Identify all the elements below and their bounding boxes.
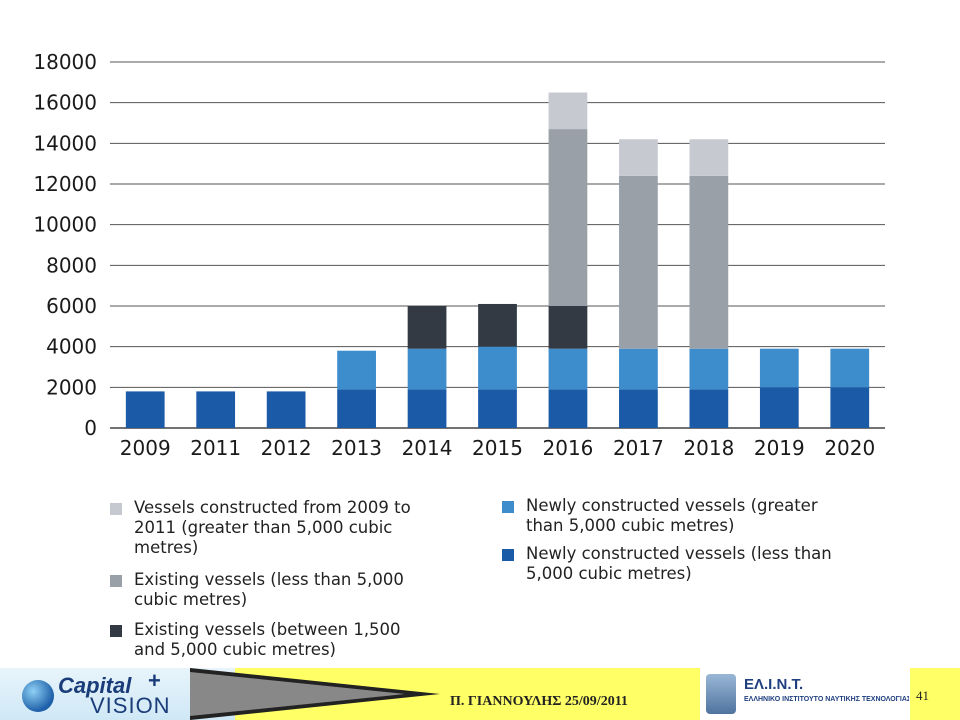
bar-segment [548,92,588,130]
bar-segment [689,139,729,176]
plus-icon: + [148,668,161,693]
x-tick-label: 2009 [120,436,171,460]
bar-segment [548,389,588,428]
legend-item-existing-small: Existing vessels (less than 5,000 cubic … [110,570,404,610]
legend-swatch [110,625,122,637]
bar-segment [548,306,588,349]
bar-segment [548,348,588,390]
bar-segment [619,139,658,176]
bar-segment [619,175,658,349]
institute-name: ΕΛΛΗΝΙΚΟ ΙΝΣΤΙΤΟΥΤΟ ΝΑΥΤΙΚΗΣ ΤΕΧΝΟΛΟΓΙΑΣ [744,696,909,703]
y-tick-label: 6000 [46,294,97,318]
legend-label: Existing vessels (less than 5,000 cubic … [134,570,404,609]
x-tick-label: 2013 [331,436,382,460]
bar-segment [689,389,729,428]
y-tick-label: 0 [84,416,97,440]
x-tick-label: 2020 [824,436,875,460]
legend-item-new-large: Newly constructed vessels (greater than … [502,496,818,536]
legend-item-existing-medium: Existing vessels (between 1,500 and 5,00… [110,620,401,660]
x-tick-label: 2015 [472,436,523,460]
legend-swatch [110,503,122,515]
bar-segment [337,389,376,428]
institute-abbr: ΕΛ.Ι.Ν.Τ. [744,676,804,693]
bar-segment [548,129,588,306]
y-tick-label: 18000 [33,50,97,74]
legend-label: Newly constructed vessels (greater than … [526,496,818,535]
bar-segment [407,348,447,390]
x-tick-label: 2012 [261,436,312,460]
bar-segment [478,303,517,347]
emblem-icon [706,674,736,714]
legend-item-new-small: Newly constructed vessels (less than 5,0… [502,544,832,584]
bar-segment [689,348,729,390]
x-tick-label: 2016 [543,436,594,460]
y-tick-label: 8000 [46,253,97,277]
y-tick-label: 16000 [33,91,97,115]
bar-chart-svg: 0 2000 4000 6000 8000 10000 12000 14000 16000 180… [33,50,885,460]
bar-segment [478,389,517,428]
y-tick-label: 2000 [46,375,97,399]
slide-footer: Capital + VISION Π. ΓΙΑΝΝΟΥΛΗΣ 25/09/201… [0,668,960,720]
legend-swatch [502,549,514,561]
x-tick-label: 2017 [613,436,664,460]
bar-segment [759,387,799,428]
x-tick-label: 2014 [402,436,453,460]
bar-segment [125,391,165,428]
legend-swatch [110,575,122,587]
footer-decoration [190,672,405,716]
author-date: Π. ΓΙΑΝΝΟΥΛΗΣ 25/09/2011 [450,694,628,709]
legend-label: Newly constructed vessels (less than 5,0… [526,544,832,583]
bar-segment [266,391,306,428]
bar-segment [619,348,658,390]
institute-logo: ΕΛ.Ι.Ν.Τ. ΕΛΛΗΝΙΚΟ ΙΝΣΤΙΤΟΥΤΟ ΝΑΥΤΙΚΗΣ Τ… [700,668,910,720]
bar-segment [759,348,799,388]
legend-label: Vessels constructed from 2009 to 2011 (g… [134,498,411,557]
capital-vision-logo: Capital + VISION [0,668,235,720]
bar-segment [407,306,447,349]
logo-text-capital: Capital [58,673,132,698]
y-tick-label: 14000 [33,131,97,155]
bar-segment [337,350,376,390]
bar-segment [689,175,729,349]
logo-text-vision: VISION [90,693,171,718]
bar-segment [830,348,870,388]
page-number: 41 [916,688,929,703]
y-tick-label: 10000 [33,213,97,237]
x-tick-label: 2018 [683,436,734,460]
bar-segment [407,389,447,428]
y-tick-label: 12000 [33,172,97,196]
bar-segment [478,346,517,390]
globe-icon [22,680,54,712]
y-tick-label: 4000 [46,335,97,359]
legend-item-2009-2011-vessels: Vessels constructed from 2009 to 2011 (g… [110,498,411,558]
legend-swatch [502,501,514,513]
chart: 0 2000 4000 6000 8000 10000 12000 14000 16000 180… [33,50,885,460]
bar-segment [830,387,870,428]
bar-segment [196,391,236,428]
chart-legend: Vessels constructed from 2009 to 2011 (g… [110,490,910,660]
x-tick-label: 2011 [190,436,241,460]
bar-segment [619,389,658,428]
x-tick-label: 2019 [754,436,805,460]
legend-label: Existing vessels (between 1,500 and 5,00… [134,620,401,659]
